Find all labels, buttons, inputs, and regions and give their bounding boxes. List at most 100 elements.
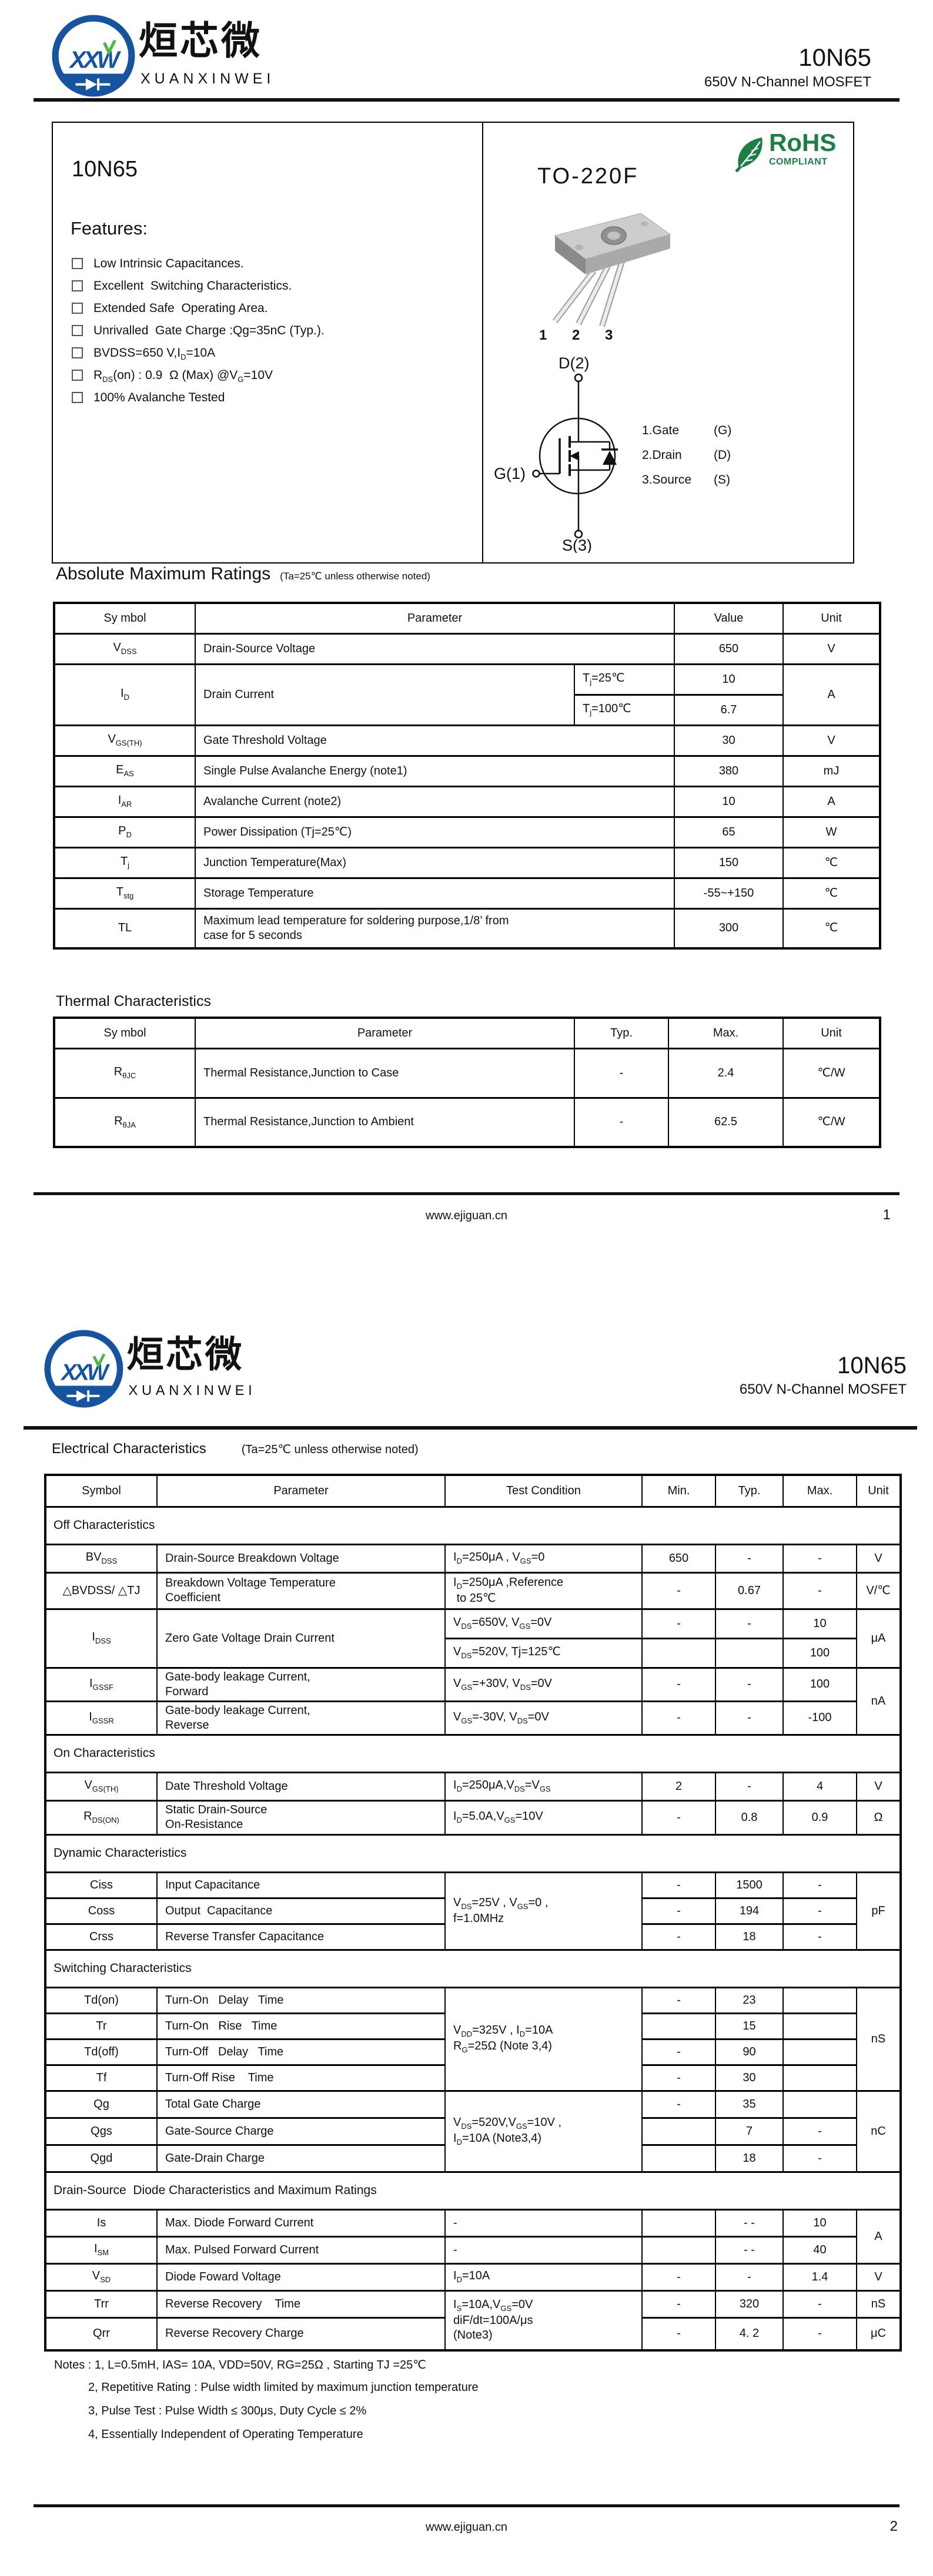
logo-green-accent-2: [92, 1353, 106, 1369]
table-row: RθJA Thermal Resistance,Junction to Ambie…: [53, 1096, 881, 1148]
table-cell: 10: [674, 663, 784, 696]
table-cell: Output Capacitance: [156, 1897, 446, 1925]
table-cell: Tr: [45, 2012, 158, 2040]
table-cell: Tj=25℃: [574, 663, 675, 696]
table-cell: 10: [674, 785, 784, 818]
table-cell: ID=10A: [444, 2262, 643, 2292]
table-cell: nA: [856, 1666, 901, 1736]
product-part-number: 10N65: [72, 157, 138, 182]
table-cell: 90: [715, 2038, 784, 2066]
checkbox-icon: [72, 347, 83, 358]
table-cell: Reverse Transfer Capacitance: [156, 1923, 446, 1951]
table-cell: -: [715, 2262, 784, 2292]
table-cell: 4. 2: [715, 2316, 784, 2352]
checkbox-icon: [72, 325, 83, 336]
table-cell: -: [641, 1897, 716, 1925]
table-cell: Reverse Recovery Charge: [156, 2316, 446, 2352]
checkbox-icon: [72, 392, 83, 403]
table-cell: ID: [53, 663, 196, 726]
table-cell: ℃/W: [782, 1096, 881, 1148]
feature-text: 100% Avalanche Tested: [93, 391, 225, 404]
checkbox-icon: [72, 370, 83, 381]
table-cell: PD: [53, 816, 196, 848]
table-cell: Sy mbol: [53, 1017, 196, 1049]
feature-item: Unrivalled Gate Charge :Qg=35nC (Typ.).: [71, 324, 325, 346]
header-divider: [34, 98, 899, 102]
section-row: On Characteristics: [45, 1733, 901, 1773]
table-cell: Ciss: [45, 1871, 158, 1899]
table-cell: Parameter: [195, 1017, 575, 1049]
table-row: VGS(TH) Gate Threshold Voltage 30 V: [53, 724, 881, 757]
table-cell: Unit: [782, 1017, 881, 1049]
page1-header-title: 10N65 650V N-Channel MOSFET: [704, 44, 871, 90]
abs-max-subtitle: (Ta=25℃ unless otherwise noted): [280, 571, 430, 582]
table-cell: Gate-body leakage Current, Forward: [156, 1666, 446, 1702]
table-cell: Power Dissipation (Tj=25℃): [195, 816, 675, 848]
table-cell: -: [641, 2038, 716, 2066]
table-cell: Drain-Source Breakdown Voltage: [156, 1543, 446, 1574]
note-line: Notes : 1, L=0.5mH, IAS= 10A, VDD=50V, R…: [54, 2359, 426, 2372]
table-cell: Storage Temperature: [195, 877, 675, 910]
note-line: 2, Repetitive Rating : Pulse width limit…: [88, 2381, 479, 2394]
feature-item: 100% Avalanche Tested: [71, 391, 325, 413]
table-cell: -: [641, 1923, 716, 1951]
note-line: 3, Pulse Test : Pulse Width ≤ 300μs, Dut…: [88, 2404, 367, 2417]
table-row: BVDSS Drain-Source Breakdown Voltage ID=25…: [45, 1543, 901, 1574]
table-cell: 2.4: [668, 1047, 784, 1099]
table-cell: 35: [715, 2089, 784, 2119]
package-legs: [553, 260, 625, 327]
pin-legend-row: 1.Gate (G): [642, 424, 731, 448]
table-cell: Gate-Drain Charge: [156, 2144, 446, 2173]
table-cell: RθJC: [53, 1047, 196, 1099]
table-cell: Qrr: [45, 2316, 158, 2352]
table-cell: 65: [674, 816, 784, 848]
table-cell: 30: [715, 2064, 784, 2092]
table-cell: [641, 2144, 716, 2173]
table-cell: 10: [782, 1608, 857, 1639]
table-row: Off Characteristics: [45, 1505, 901, 1545]
table-cell: Qgd: [45, 2144, 158, 2173]
table-cell: 6.7: [674, 693, 784, 726]
table-cell: Gate-Source Charge: [156, 2117, 446, 2146]
abs-max-title-text: Absolute Maximum Ratings: [56, 564, 271, 583]
table-cell: 10: [782, 2208, 857, 2238]
table-cell: Total Gate Charge: [156, 2089, 446, 2119]
table-cell: -100: [782, 1700, 857, 1736]
table-cell: V: [856, 2262, 901, 2292]
table-row: Tr Turn-On Rise Time 15: [45, 2012, 901, 2040]
table-cell: -: [444, 2235, 643, 2265]
table-cell: 194: [715, 1897, 784, 1925]
table-cell: ℃: [782, 846, 881, 879]
table-cell: VDS=25V , VGS=0 , f=1.0MHz: [444, 1871, 643, 1951]
table-cell: Td(on): [45, 1986, 158, 2014]
table-cell: mJ: [782, 754, 881, 787]
table-cell: ℃: [782, 877, 881, 910]
table-cell: nS: [856, 2289, 901, 2319]
feature-text: Extended Safe Operating Area.: [93, 301, 268, 315]
table-cell: RDS(ON): [45, 1799, 158, 1836]
table-cell: Date Threshold Voltage: [156, 1771, 446, 1802]
table-cell: 0.67: [715, 1571, 784, 1610]
table-cell: 100: [782, 1666, 857, 1702]
table-cell: EAS: [53, 754, 196, 787]
table-cell: Max.: [782, 1474, 857, 1508]
table-cell: Qgs: [45, 2117, 158, 2146]
section-row: Dynamic Characteristics: [45, 1833, 901, 1873]
features-list: Low Intrinsic Capacitances. Excellent Swi…: [71, 257, 325, 413]
table-row: Qgd Gate-Drain Charge 18-: [45, 2144, 901, 2173]
table-cell: -55~+150: [674, 877, 784, 910]
table-cell: [782, 2089, 857, 2119]
brand-name-cn-2: 烜芯微: [126, 1333, 245, 1376]
table-cell: 320: [715, 2289, 784, 2319]
table-cell: Diode Foward Voltage: [156, 2262, 446, 2292]
feature-text: Low Intrinsic Capacitances.: [93, 257, 244, 270]
checkbox-icon: [72, 280, 83, 291]
feature-item: Low Intrinsic Capacitances.: [71, 257, 325, 279]
symbol-drain-label: D(2): [559, 354, 590, 372]
table-cell: ℃: [782, 907, 881, 950]
table-cell: Single Pulse Avalanche Energy (note1): [195, 754, 675, 787]
feature-item: BVDSS=650 V,ID=10A: [71, 346, 325, 368]
table-cell: VDS=520V, Tj=125℃: [444, 1637, 643, 1669]
table-cell: -: [782, 1543, 857, 1574]
table-cell: 40: [782, 2235, 857, 2265]
